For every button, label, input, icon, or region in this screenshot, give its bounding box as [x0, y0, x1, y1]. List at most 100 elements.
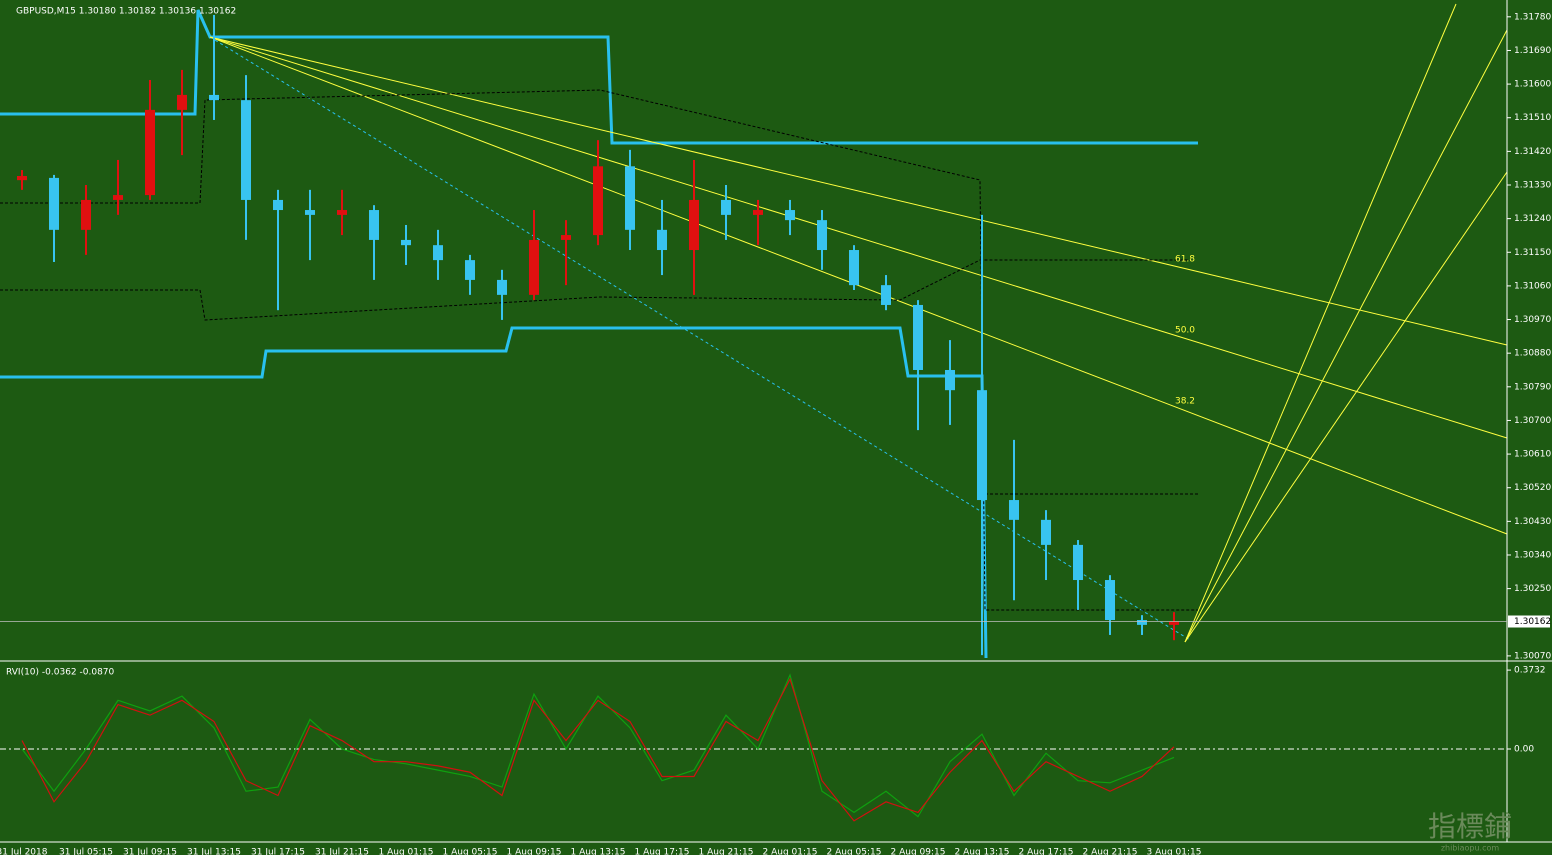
candle-body: [305, 210, 315, 215]
y-tick-label: 1.31150: [1514, 248, 1551, 258]
y-tick-label: 1.31060: [1514, 281, 1551, 291]
candle-body: [1105, 580, 1115, 621]
y-tick-label: 1.31690: [1514, 46, 1551, 56]
y-tick-label: 1.30790: [1514, 382, 1551, 392]
x-tick-label: 2 Aug 13:15: [955, 848, 1010, 855]
x-tick-label: 2 Aug 09:15: [891, 848, 946, 855]
candle-body: [81, 199, 91, 230]
fan-level-label: 61.8: [1175, 255, 1195, 265]
candle-body: [433, 245, 443, 261]
y-tick-label: 1.31510: [1514, 113, 1551, 123]
fan-line: [1184, 29, 1508, 643]
candle-body: [1041, 519, 1051, 545]
candle-body: [721, 199, 731, 215]
candle-body: [849, 250, 859, 286]
candle-body: [1137, 620, 1147, 625]
candle-body: [113, 195, 123, 200]
y-tick-label: 1.30880: [1514, 349, 1551, 359]
x-tick-label: 2 Aug 05:15: [827, 848, 882, 855]
x-tick-label: 1 Aug 13:15: [571, 848, 626, 855]
candle-body: [17, 176, 27, 181]
candle-body: [1009, 500, 1019, 520]
candle-body: [1073, 544, 1083, 581]
y-tick-label: 1.31240: [1514, 214, 1551, 224]
fan-level-label: 38.2: [1175, 397, 1195, 407]
band-line: [0, 89, 1198, 611]
y-tick-label: 1.30340: [1514, 550, 1551, 560]
candle-body: [497, 279, 507, 295]
candle-body: [529, 239, 539, 295]
x-tick-label: 1 Aug 17:15: [635, 848, 690, 855]
x-tick-label: 3 Aug 01:15: [1147, 848, 1202, 855]
y-tick-label: 1.31330: [1514, 180, 1551, 190]
x-tick-label: 31 Jul 05:15: [59, 848, 113, 855]
fan-line: [209, 36, 1508, 439]
band-line: [0, 259, 1190, 321]
candle-body: [593, 166, 603, 236]
x-tick-label: 31 Jul 13:15: [187, 848, 241, 855]
y-tick-label: 1.30070: [1514, 651, 1551, 661]
y-tick-label: 1.30970: [1514, 315, 1551, 325]
y-tick-label: 0.00: [1514, 744, 1534, 754]
candle-body: [369, 210, 379, 240]
candle-body: [913, 304, 923, 370]
candle-body: [657, 229, 667, 251]
y-tick-label: 1.30430: [1514, 517, 1551, 527]
candle-body: [625, 166, 635, 230]
trend-line: [209, 36, 1191, 641]
y-tick-label: 1.31420: [1514, 147, 1551, 157]
y-tick-label: 1.31780: [1514, 12, 1551, 22]
x-tick-label: 31 Jul 09:15: [123, 848, 177, 855]
x-tick-label: 31 Jul 17:15: [251, 848, 305, 855]
candle-body: [145, 109, 155, 196]
candle-body: [689, 199, 699, 251]
chart-title: GBPUSD,M15 1.30180 1.30182 1.30136 1.301…: [16, 7, 236, 17]
candle-body: [241, 100, 251, 200]
candle-body: [977, 390, 987, 501]
x-tick-label: 31 Jul 21:15: [315, 848, 369, 855]
candle-body: [337, 210, 347, 215]
candle-body: [465, 260, 475, 280]
y-tick-label: 1.30700: [1514, 416, 1551, 426]
x-tick-label: 2 Aug 21:15: [1083, 848, 1138, 855]
y-tick-label: 1.30250: [1514, 584, 1551, 594]
indicator-title: RVI(10) -0.0362 -0.0870: [6, 668, 115, 678]
candle-body: [561, 235, 571, 240]
y-tick-label: 1.31600: [1514, 80, 1551, 90]
watermark: 指標鋪: [1428, 810, 1512, 843]
x-tick-label: 1 Aug 05:15: [443, 848, 498, 855]
candle-body: [881, 285, 891, 305]
x-tick-label: 2 Aug 17:15: [1019, 848, 1074, 855]
x-tick-label: 1 Aug 09:15: [507, 848, 562, 855]
candle-body: [785, 210, 795, 221]
last-price-box: [1508, 615, 1550, 628]
candle-body: [177, 94, 187, 110]
channel-upper: [0, 9, 1198, 145]
candle-body: [753, 210, 763, 215]
fan-line: [1184, 3, 1457, 643]
x-tick-label: 1 Aug 01:15: [379, 848, 434, 855]
channel-lower: [0, 326, 988, 659]
fan-line: [209, 36, 1508, 535]
candle-body: [945, 369, 955, 391]
candle-body: [817, 220, 827, 251]
fan-line: [209, 36, 1508, 346]
x-tick-label: 2 Aug 01:15: [763, 848, 818, 855]
candle-body: [209, 94, 219, 101]
rvi-line: [21, 677, 1175, 822]
candle-body: [401, 239, 411, 246]
last-price-label: 1.30162: [1514, 617, 1551, 627]
drawing-objects: [0, 3, 1508, 659]
x-tick-label: 1 Aug 21:15: [699, 848, 754, 855]
watermark-url: zhibiaopu.com: [1441, 844, 1500, 853]
fan-line: [1184, 171, 1508, 643]
candle-body: [49, 177, 59, 230]
candle-body: [1169, 621, 1179, 625]
x-tick-label: 31 Jul 2018: [0, 848, 48, 855]
y-tick-label: 1.30610: [1514, 450, 1551, 460]
candle-body: [273, 199, 283, 211]
y-tick-label: 0.3732: [1514, 666, 1546, 676]
rvi-line: [21, 673, 1175, 818]
fan-level-label: 50.0: [1175, 326, 1195, 336]
